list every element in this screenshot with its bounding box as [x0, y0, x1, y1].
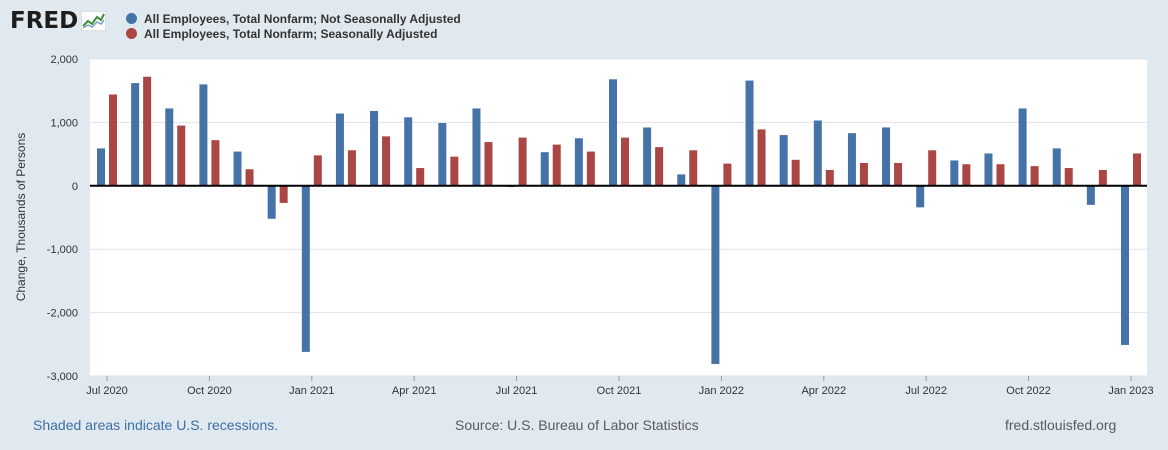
legend-label-sa: All Employees, Total Nonfarm; Seasonally…	[144, 26, 438, 41]
x-tick-label: Jul 2021	[496, 385, 538, 397]
bar-nsa[interactable]	[643, 127, 652, 186]
legend-dot-sa	[126, 28, 137, 39]
bar-nsa[interactable]	[609, 79, 617, 186]
bar-sa[interactable]	[484, 142, 493, 186]
bar-nsa[interactable]	[404, 117, 413, 186]
bar-sa[interactable]	[723, 163, 732, 186]
bar-nsa[interactable]	[131, 83, 140, 186]
x-tick-label: Jul 2022	[905, 385, 947, 397]
bar-nsa[interactable]	[711, 185, 720, 364]
bar-sa[interactable]	[962, 164, 971, 186]
bar-nsa[interactable]	[438, 123, 447, 186]
bar-chart: 2,000 1,000 0 -1,000 -2,000 -3,000 Jul 2020 Oc…	[14, 54, 1154, 397]
site-link[interactable]: fred.stlouisfed.org	[1005, 417, 1117, 433]
bar-nsa[interactable]	[574, 138, 583, 186]
bar-sa[interactable]	[655, 147, 664, 186]
bar-nsa[interactable]	[847, 133, 856, 186]
y-axis-label: Change, Thousands of Persons	[14, 133, 28, 302]
y-tick-label: -2,000	[47, 308, 78, 320]
fred-logo[interactable]: FRED	[10, 6, 107, 36]
bar-nsa[interactable]	[882, 127, 891, 186]
source-text: Source: U.S. Bureau of Labor Statistics	[455, 417, 699, 433]
bar-nsa[interactable]	[540, 152, 549, 186]
bar-nsa[interactable]	[1052, 148, 1061, 186]
bar-sa[interactable]	[996, 164, 1005, 186]
x-axis-ticks: Jul 2020 Oct 2020 Jan 2021 Apr 2021 Jul 2021…	[86, 376, 1154, 397]
bar-sa[interactable]	[1133, 153, 1141, 186]
bar-sa[interactable]	[791, 159, 800, 186]
bar-nsa[interactable]	[1018, 108, 1027, 186]
y-axis-ticks: 2,000 1,000 0 -1,000 -2,000 -3,000	[47, 54, 78, 383]
bar-nsa[interactable]	[916, 185, 925, 208]
bars	[97, 76, 1141, 364]
x-tick-label: Jan 2021	[289, 385, 334, 397]
bar-sa[interactable]	[347, 150, 356, 186]
bar-sa[interactable]	[518, 137, 527, 186]
bar-sa[interactable]	[416, 168, 425, 186]
x-tick-label: Oct 2022	[1006, 385, 1051, 397]
y-tick-label: 0	[72, 181, 78, 193]
bar-nsa[interactable]	[199, 84, 208, 186]
bar-sa[interactable]	[1098, 169, 1107, 186]
bar-nsa[interactable]	[165, 108, 174, 186]
bar-nsa[interactable]	[1121, 185, 1129, 345]
bar-nsa[interactable]	[267, 185, 276, 219]
bar-sa[interactable]	[928, 150, 937, 186]
grid-lines	[90, 58, 1147, 377]
bar-sa[interactable]	[382, 136, 391, 186]
plot-area	[90, 59, 1147, 376]
legend-label-nsa: All Employees, Total Nonfarm; Not Season…	[144, 11, 461, 26]
bar-nsa[interactable]	[950, 160, 959, 186]
x-tick-label: Jan 2022	[699, 385, 744, 397]
legend: All Employees, Total Nonfarm; Not Season…	[126, 11, 461, 41]
x-tick-label: Oct 2020	[187, 385, 232, 397]
bar-sa[interactable]	[894, 162, 903, 186]
bar-nsa[interactable]	[779, 135, 788, 186]
bar-sa[interactable]	[109, 94, 117, 186]
bar-sa[interactable]	[586, 151, 595, 186]
bar-sa[interactable]	[313, 155, 322, 186]
x-tick-label: Oct 2021	[597, 385, 642, 397]
x-tick-label: Apr 2022	[801, 385, 846, 397]
bar-sa[interactable]	[143, 76, 152, 186]
y-tick-label: -1,000	[47, 244, 78, 256]
bar-sa[interactable]	[279, 185, 288, 203]
x-tick-label: Apr 2021	[392, 385, 437, 397]
bar-sa[interactable]	[1030, 166, 1039, 186]
bar-nsa[interactable]	[233, 151, 242, 186]
bar-nsa[interactable]	[984, 153, 993, 186]
bar-nsa[interactable]	[301, 185, 310, 352]
recession-note[interactable]: Shaded areas indicate U.S. recessions.	[33, 417, 279, 433]
bar-sa[interactable]	[621, 137, 629, 186]
bar-nsa[interactable]	[1086, 185, 1095, 205]
bar-sa[interactable]	[552, 144, 561, 186]
bar-sa[interactable]	[245, 169, 254, 186]
x-tick-label: Jul 2020	[86, 385, 128, 397]
bar-nsa[interactable]	[370, 110, 379, 186]
bar-sa[interactable]	[177, 125, 186, 186]
y-tick-label: -3,000	[47, 371, 78, 383]
bar-sa[interactable]	[1064, 168, 1073, 186]
bar-nsa[interactable]	[813, 120, 822, 186]
x-tick-label: Jan 2023	[1108, 385, 1153, 397]
chart-line-icon	[81, 11, 107, 31]
legend-item-nsa[interactable]: All Employees, Total Nonfarm; Not Season…	[126, 11, 461, 26]
legend-dot-nsa	[126, 13, 137, 24]
bar-sa[interactable]	[450, 156, 459, 186]
legend-item-sa[interactable]: All Employees, Total Nonfarm; Seasonally…	[126, 26, 461, 41]
y-tick-label: 2,000	[50, 54, 78, 66]
bar-nsa[interactable]	[97, 148, 105, 186]
bar-nsa[interactable]	[745, 80, 754, 186]
bar-sa[interactable]	[825, 169, 834, 186]
logo-text: FRED	[10, 8, 79, 34]
bar-sa[interactable]	[859, 162, 868, 186]
y-tick-label: 1,000	[50, 117, 78, 129]
bar-nsa[interactable]	[472, 108, 481, 186]
bar-nsa[interactable]	[677, 174, 686, 186]
bar-sa[interactable]	[689, 150, 698, 186]
bar-nsa[interactable]	[335, 113, 344, 186]
bar-sa[interactable]	[757, 129, 766, 186]
bar-sa[interactable]	[211, 140, 220, 186]
